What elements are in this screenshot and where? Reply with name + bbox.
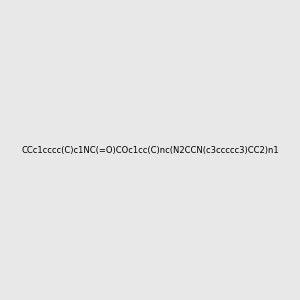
- Text: CCc1cccc(C)c1NC(=O)COc1cc(C)nc(N2CCN(c3ccccc3)CC2)n1: CCc1cccc(C)c1NC(=O)COc1cc(C)nc(N2CCN(c3c…: [21, 146, 279, 154]
